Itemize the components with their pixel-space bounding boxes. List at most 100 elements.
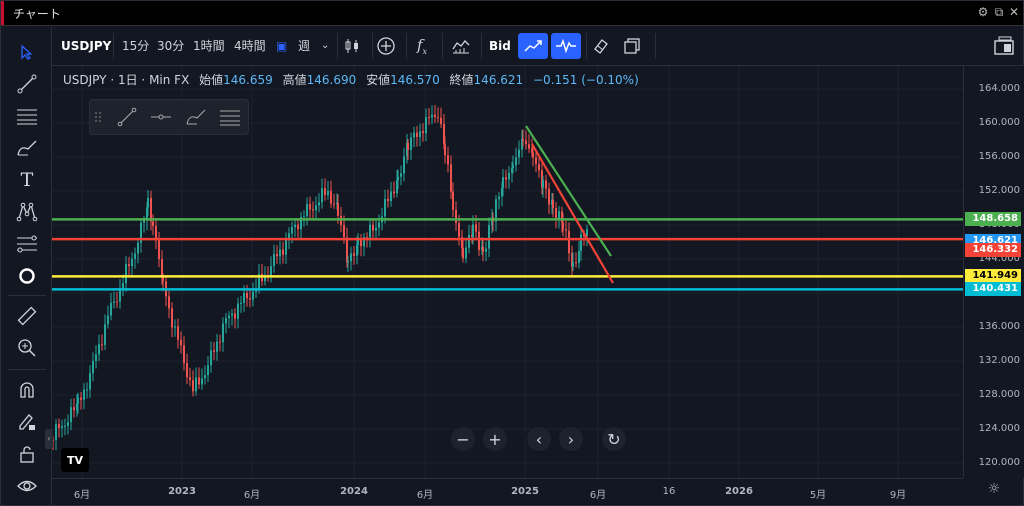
low-value: 146.570 xyxy=(390,73,440,87)
text-icon[interactable]: T xyxy=(20,169,34,191)
close-icon[interactable]: ✕ xyxy=(1008,5,1020,19)
scroll-left-button[interactable]: ‹ xyxy=(527,427,551,451)
interval-30m[interactable]: 30分 xyxy=(157,39,185,53)
candle-body xyxy=(291,227,293,234)
candle-body xyxy=(146,207,148,221)
ruler-icon[interactable] xyxy=(14,303,40,329)
candle-body xyxy=(443,123,445,145)
reset-chart-button[interactable]: ↻ xyxy=(602,427,626,451)
price-tick: 136.000 xyxy=(978,321,1020,332)
zoom-in-button[interactable]: + xyxy=(483,427,507,451)
popout-icon[interactable]: ⧉ xyxy=(994,5,1004,19)
candle-body xyxy=(462,247,464,259)
interval-week[interactable]: 週 xyxy=(298,39,311,53)
zoom-out-button[interactable]: − xyxy=(451,427,475,451)
candle-body xyxy=(450,164,452,192)
candle-body xyxy=(447,155,449,165)
lock-icon[interactable] xyxy=(14,441,40,467)
prediction-icon[interactable] xyxy=(14,231,40,257)
float-fib-icon[interactable] xyxy=(217,104,243,130)
candle-body xyxy=(189,377,191,381)
candle-body xyxy=(572,262,574,267)
candle-body xyxy=(586,229,588,237)
calendar-icon[interactable]: ▣ xyxy=(276,39,288,53)
candle-body xyxy=(177,326,179,340)
candles-icon[interactable] xyxy=(339,33,365,59)
price-axis[interactable]: 164.000160.000156.000152.000148.000144.0… xyxy=(963,66,1024,478)
copy-icon[interactable] xyxy=(619,33,645,59)
float-hline-icon[interactable] xyxy=(148,104,174,130)
time-tick: 6月 xyxy=(73,490,91,501)
layout-icon[interactable] xyxy=(991,33,1017,59)
price-chart[interactable] xyxy=(52,66,963,478)
cursor-icon[interactable] xyxy=(14,39,40,65)
eye-icon[interactable] xyxy=(14,473,40,499)
drawing-toolbar: T xyxy=(2,27,52,505)
candle-body xyxy=(67,422,69,426)
shape-circle-icon[interactable] xyxy=(14,263,40,289)
legend-source: Min FX xyxy=(149,73,190,87)
pattern-icon[interactable] xyxy=(14,199,40,225)
collapse-toolbar-handle[interactable]: ‹ xyxy=(45,429,53,449)
candle-body xyxy=(485,248,487,252)
candle-body xyxy=(147,198,149,208)
chevron-down-icon[interactable]: ⌄ xyxy=(321,40,330,51)
price-type-button[interactable]: Bid xyxy=(489,39,511,53)
trend-line-icon[interactable] xyxy=(14,71,40,97)
candle-body xyxy=(343,225,345,238)
candle-body xyxy=(478,231,480,250)
time-axis[interactable]: 6月 2023 6月 2024 6月 2025 6月 16 2026 5月 9月 xyxy=(52,478,963,506)
time-tick: 2026 xyxy=(725,486,753,497)
trend-icon[interactable] xyxy=(518,33,548,59)
indicators-icon[interactable] xyxy=(448,33,474,59)
price-tick: 160.000 xyxy=(978,117,1020,128)
magnet-icon[interactable] xyxy=(14,377,40,403)
scroll-right-button[interactable]: › xyxy=(559,427,583,451)
candle-body xyxy=(521,138,523,150)
candle-body xyxy=(444,144,446,156)
candle-body xyxy=(285,239,287,255)
candle-body xyxy=(324,188,326,196)
high-value: 146.690 xyxy=(306,73,357,87)
float-brush-icon[interactable] xyxy=(183,104,209,130)
candle-body xyxy=(353,253,355,256)
candle-body xyxy=(416,132,418,138)
time-tick: 2023 xyxy=(168,486,196,497)
time-tick: 16 xyxy=(662,486,676,497)
pulse-icon[interactable] xyxy=(551,33,581,59)
candle-body xyxy=(119,288,121,302)
candle-body xyxy=(80,397,82,400)
candle-body xyxy=(73,407,75,411)
candle-body xyxy=(366,237,368,239)
interval-1h[interactable]: 1時間 xyxy=(193,39,225,53)
candle-body xyxy=(70,407,72,423)
window-title: チャート xyxy=(13,7,61,21)
candle-body xyxy=(252,291,254,300)
pencil-lock-icon[interactable] xyxy=(14,409,40,435)
candle-body xyxy=(330,190,332,204)
function-icon[interactable]: fx xyxy=(416,36,428,56)
settings-icon[interactable]: ⚙ xyxy=(977,5,989,19)
brush-icon[interactable] xyxy=(14,135,40,161)
fib-icon[interactable] xyxy=(14,103,40,129)
axis-settings-icon[interactable]: ☼ xyxy=(987,481,1001,497)
interval-4h[interactable]: 4時間 xyxy=(234,39,266,53)
drag-handle-icon[interactable] xyxy=(92,104,104,130)
candle-body xyxy=(180,339,182,346)
candle-body xyxy=(155,225,157,241)
candle-body xyxy=(207,365,209,376)
candle-body xyxy=(350,253,352,262)
zoom-in-icon[interactable] xyxy=(14,335,40,361)
price-label: 146.332 xyxy=(965,243,1021,258)
interval-15m[interactable]: 15分 xyxy=(122,39,150,53)
candle-body xyxy=(282,249,284,255)
candle-body xyxy=(86,389,88,391)
add-indicator-icon[interactable] xyxy=(373,33,399,59)
price-tick: 144.000 xyxy=(978,253,1020,264)
candle-body xyxy=(410,137,412,150)
close-value: 146.621 xyxy=(473,73,524,87)
float-trend-line-icon[interactable] xyxy=(114,104,140,130)
symbol-button[interactable]: USDJPY xyxy=(61,39,112,53)
candle-body xyxy=(482,246,484,252)
eraser-icon[interactable] xyxy=(588,33,614,59)
